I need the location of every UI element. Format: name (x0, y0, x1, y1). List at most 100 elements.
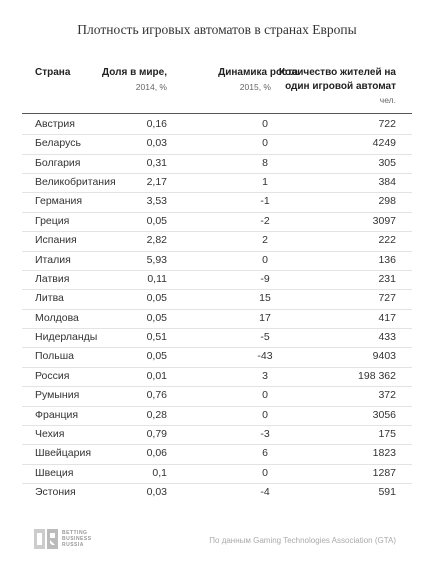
cell: 198 362 (358, 369, 396, 382)
column-unit: 2014, % (135, 82, 167, 92)
cell: 15 (259, 292, 271, 305)
country: Латвия (35, 272, 70, 285)
cell: 0,01 (146, 369, 167, 382)
cell: -43 (257, 350, 273, 363)
cell: 0 (262, 408, 268, 421)
row-rule (22, 463, 412, 465)
logo: BETTING BUSINESS RUSSIA (62, 530, 92, 548)
cell: 0,06 (146, 447, 167, 460)
country: Польша (35, 350, 75, 363)
row-rule (22, 289, 412, 291)
cell: 5,93 (146, 253, 167, 266)
cell: 372 (378, 389, 396, 402)
column-unit: 2015, % (239, 82, 271, 92)
cell: 2,17 (146, 176, 167, 189)
logo-text: BUSINESS (62, 536, 92, 542)
cell: -2 (260, 214, 270, 227)
cell: 3 (262, 369, 268, 382)
row-rule (22, 366, 412, 368)
row-rule (22, 231, 412, 233)
row-rule (22, 405, 412, 407)
country: Беларусь (35, 137, 81, 150)
country: Италия (35, 253, 71, 266)
cell: 3097 (372, 214, 396, 227)
cell: 0,16 (146, 118, 167, 130)
row-rule (22, 347, 412, 349)
column-header: Доля в мире, (102, 67, 167, 78)
cell: -3 (260, 427, 270, 440)
cell: 222 (378, 234, 396, 247)
row-rule (22, 444, 412, 446)
cell: 3056 (372, 408, 396, 421)
cell: 0,51 (146, 331, 167, 344)
cell: 417 (378, 311, 396, 324)
cell: 17 (259, 311, 271, 324)
cell: 8 (262, 156, 268, 169)
title: Плотность игровых автоматов в странах Ев… (77, 22, 357, 37)
column-unit: чел. (379, 95, 396, 105)
cell: 0,05 (146, 214, 167, 227)
cell: 1823 (372, 447, 396, 460)
logo-text: BETTING (62, 530, 88, 536)
cell: 0,76 (146, 389, 167, 402)
cell: 0 (262, 253, 268, 266)
cell: 0,03 (146, 486, 167, 499)
cell: 305 (378, 156, 396, 169)
row-rule (22, 386, 412, 388)
cell: 433 (378, 331, 396, 344)
column-header: один игровой автомат (285, 81, 396, 92)
cell: 9403 (372, 350, 396, 363)
cell: 722 (378, 118, 396, 130)
country: Австрия (35, 118, 75, 130)
country: Греция (35, 214, 70, 227)
cell: 2,82 (146, 234, 167, 247)
cell: 298 (378, 195, 396, 208)
cell: 0,05 (146, 350, 167, 363)
column-header: Динамика роста (218, 67, 298, 78)
country: Молдова (35, 311, 79, 324)
country: Болгария (35, 156, 81, 169)
row-rule (22, 328, 412, 330)
cell: 0,05 (146, 311, 167, 324)
cell: 1 (262, 176, 268, 189)
row-rule (22, 308, 412, 310)
row-rule (22, 173, 412, 175)
column-header: Количество жителей на (278, 67, 396, 78)
cell: 0,28 (146, 408, 167, 421)
cell: 0 (262, 466, 268, 479)
country: Франция (35, 408, 79, 421)
country: Россия (35, 369, 70, 382)
cell: 0,05 (146, 292, 167, 305)
row-rule (22, 134, 412, 136)
cell: 3,53 (146, 195, 167, 208)
cell: 384 (378, 176, 396, 189)
cell: 231 (378, 272, 396, 285)
cell: 0,1 (152, 466, 167, 479)
row-rule (22, 483, 412, 485)
cell: 0 (262, 118, 268, 130)
country: Нидерланды (35, 331, 98, 344)
country: Эстония (35, 486, 76, 499)
cell: 0,11 (147, 272, 167, 285)
cell: 1287 (372, 466, 396, 479)
cell: 0 (262, 389, 268, 402)
row-rule (22, 250, 412, 252)
country: Швеция (35, 466, 74, 479)
cell: 591 (378, 486, 396, 499)
country: Великобритания (35, 176, 116, 189)
cell: 0,31 (146, 156, 167, 169)
cell: 4249 (372, 137, 396, 150)
row-rule (22, 269, 412, 271)
row-rule (22, 153, 412, 155)
country: Литва (35, 292, 64, 305)
cell: -4 (260, 486, 270, 499)
cell: -1 (260, 195, 270, 208)
row-rule (22, 192, 412, 194)
cell: 0,79 (146, 427, 167, 440)
cell: -9 (260, 272, 270, 285)
source: По данным Gaming Technologies Associatio… (209, 536, 396, 545)
logo-text: RUSSIA (62, 542, 84, 548)
cell: 2 (262, 234, 268, 247)
cell: 727 (378, 292, 396, 305)
logo-icon (34, 529, 58, 549)
